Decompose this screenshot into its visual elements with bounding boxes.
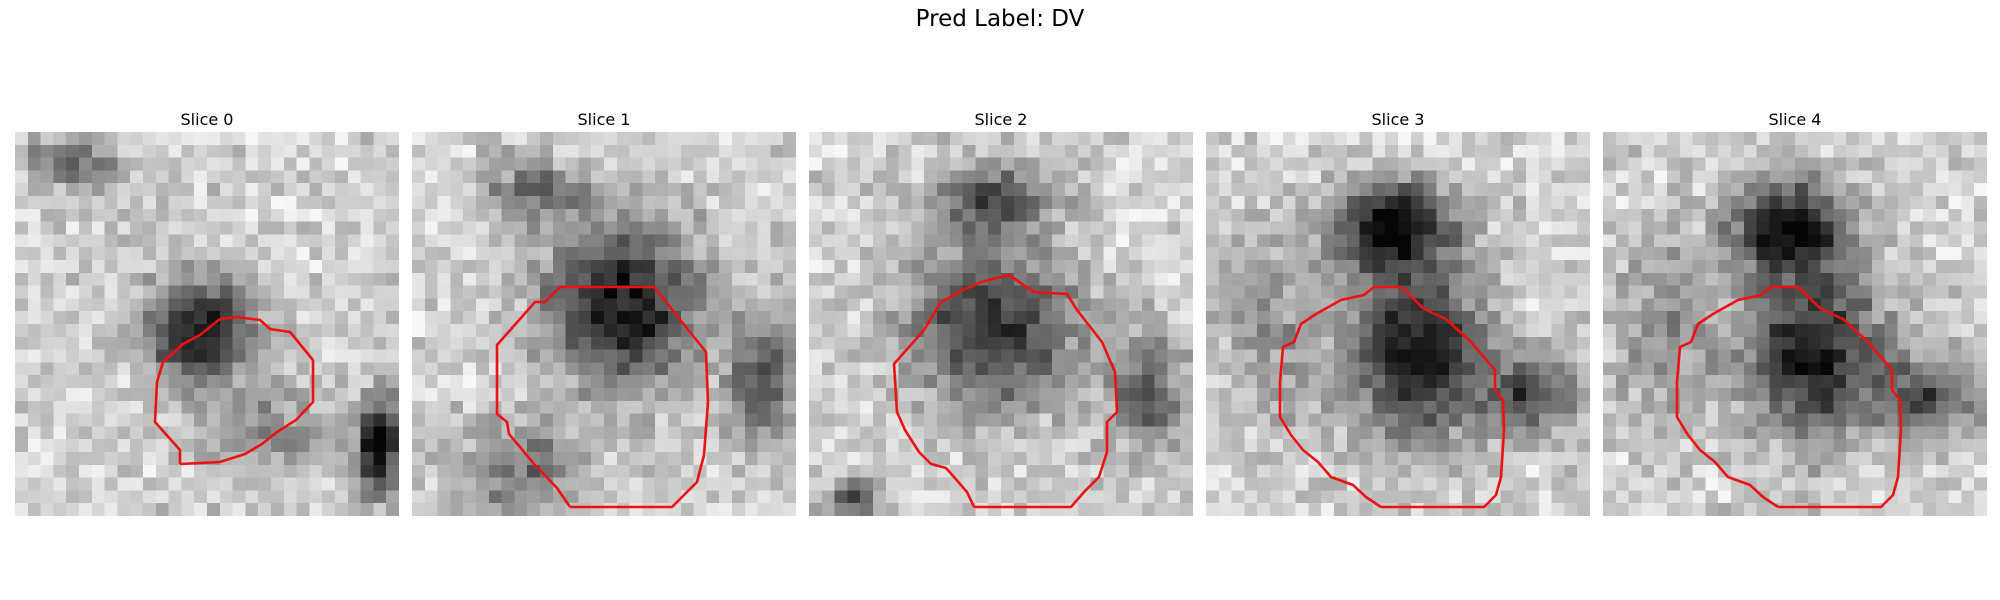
slice-image xyxy=(809,132,1193,516)
grayscale-texture xyxy=(15,132,399,516)
slice-image xyxy=(15,132,399,516)
slice-title: Slice 0 xyxy=(180,110,234,129)
segmentation-contour xyxy=(1675,285,1903,509)
grayscale-texture xyxy=(1206,132,1590,516)
slice-panel-4: Slice 4 xyxy=(1603,108,1987,516)
slice-image xyxy=(1603,132,1987,516)
figure-title: Pred Label: DV xyxy=(915,6,1085,32)
slice-image xyxy=(412,132,796,516)
segmentation-contour xyxy=(1278,285,1506,509)
slice-panel-0: Slice 0 xyxy=(15,108,399,516)
slice-title: Slice 2 xyxy=(974,110,1028,129)
slice-panel-2: Slice 2 xyxy=(809,108,1193,516)
segmentation-contour xyxy=(153,315,315,466)
segmentation-contour xyxy=(892,273,1119,509)
slice-panel-3: Slice 3 xyxy=(1206,108,1590,516)
slice-title: Slice 3 xyxy=(1371,110,1425,129)
grayscale-texture xyxy=(412,132,796,516)
grayscale-texture xyxy=(1603,132,1987,516)
slice-title: Slice 1 xyxy=(577,110,631,129)
slice-image xyxy=(1206,132,1590,516)
segmentation-contour xyxy=(495,285,710,509)
slice-panel-1: Slice 1 xyxy=(412,108,796,516)
grayscale-texture xyxy=(809,132,1193,516)
slice-title: Slice 4 xyxy=(1768,110,1822,129)
